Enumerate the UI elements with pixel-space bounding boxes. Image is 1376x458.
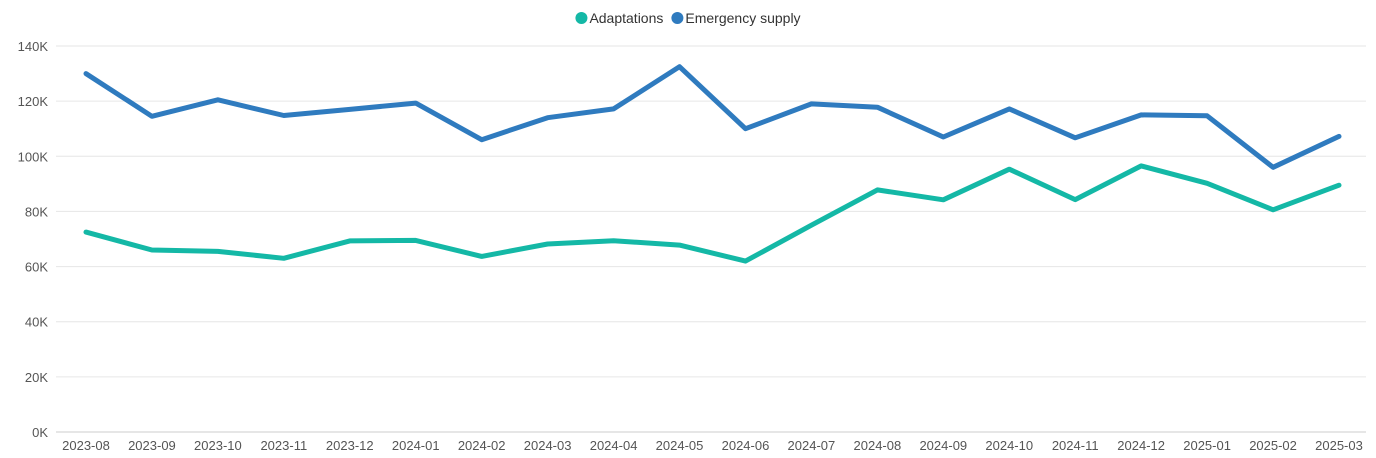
series-lines [83,64,1342,264]
x-tick-label: 2025-03 [1315,438,1363,453]
x-tick-label: 2024-12 [1117,438,1165,453]
legend-marker-adaptations [575,12,588,24]
x-tick-label: 2024-11 [1052,438,1099,453]
x-tick-label: 2025-01 [1183,438,1231,453]
x-tick-label: 2024-07 [788,438,836,453]
x-tick-label: 2023-11 [260,438,307,453]
y-tick-label: 0K [32,425,48,440]
y-axis-ticks: 0K 20K 40K 60K 80K 100K 120K 140K [18,39,49,440]
y-tick-label: 60K [25,260,48,275]
y-tick-label: 40K [25,315,48,330]
x-tick-label: 2024-06 [722,438,770,453]
x-tick-label: 2024-04 [590,438,638,453]
y-tick-label: 120K [18,94,49,109]
grid-lines [56,45,1366,433]
x-tick-label: 2024-10 [985,438,1033,453]
y-tick-label: 80K [25,204,48,219]
x-tick-label: 2023-12 [326,438,374,453]
x-axis-ticks: 2023-08 2023-09 2023-10 2023-11 2023-12 2024-… [62,438,1363,453]
x-tick-label: 2025-02 [1249,438,1297,453]
x-tick-label: 2024-01 [392,438,440,453]
y-tick-label: 20K [25,370,48,385]
y-tick-label: 140K [18,39,49,54]
x-tick-label: 2024-02 [458,438,506,453]
x-tick-label: 2023-10 [194,438,242,453]
x-tick-label: 2023-08 [62,438,110,453]
y-tick-label: 100K [18,149,49,164]
x-tick-label: 2024-03 [524,438,572,453]
legend: Adaptations Emergency supply [575,10,801,26]
legend-label-adaptations[interactable]: Adaptations [589,10,663,26]
series-line-adaptations [83,163,1342,264]
x-tick-label: 2023-09 [128,438,176,453]
x-tick-label: 2024-08 [854,438,902,453]
x-tick-label: 2024-05 [656,438,704,453]
legend-label-emergency-supply[interactable]: Emergency supply [685,10,800,26]
series-line-emergency-supply [83,64,1342,170]
x-tick-label: 2024-09 [919,438,967,453]
legend-marker-emergency-supply [671,12,684,24]
